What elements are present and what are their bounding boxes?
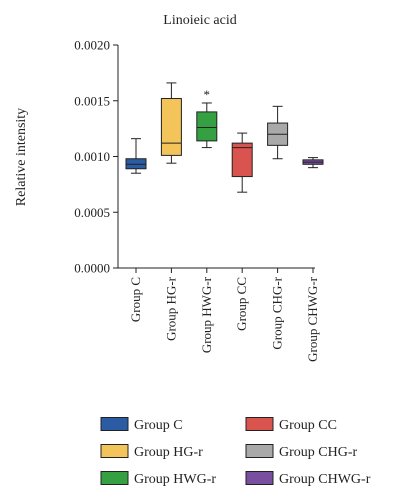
x-tick-label: Group CHG-r	[270, 276, 285, 349]
legend-item: Group HG-r	[100, 444, 203, 460]
x-ticks: Group C Group HG-r Group HWG-r Group CC Grou…	[128, 268, 320, 362]
box-4	[267, 105, 289, 160]
x-tick-label: Group CHWG-r	[305, 276, 320, 362]
y-ticks: 0.0000 0.0005 0.0010 0.0015 0.0020	[74, 38, 118, 276]
x-tick-label: Group HWG-r	[199, 276, 214, 353]
box-5	[302, 157, 324, 169]
y-tick-label: 0.0005	[74, 205, 110, 220]
legend: Group C Group HG-r Group HWG-r Group CC Grou…	[100, 417, 371, 487]
legend-item: Group CHWG-r	[245, 471, 371, 487]
y-tick-label: 0.0020	[74, 38, 110, 53]
box-1	[160, 82, 182, 164]
significance-marker: *	[204, 87, 211, 102]
box-0	[125, 138, 147, 174]
y-tick-label: 0.0015	[74, 93, 110, 108]
legend-swatch	[100, 417, 129, 431]
box-body	[231, 142, 253, 178]
legend-label: Group CHWG-r	[279, 472, 371, 487]
chart-title: Linoieic acid	[163, 13, 236, 28]
x-tick-label: Group CC	[234, 277, 249, 331]
legend-item: Group CC	[245, 417, 337, 433]
legend-swatch	[100, 471, 129, 485]
box-body	[160, 98, 182, 156]
boxes: *	[125, 82, 324, 193]
legend-label: Group HG-r	[134, 445, 203, 460]
legend-item: Group CHG-r	[245, 444, 357, 460]
legend-swatch	[245, 444, 274, 458]
x-tick-label: Group HG-r	[163, 276, 178, 341]
legend-label: Group C	[134, 418, 183, 433]
y-tick-label: 0.0000	[74, 261, 110, 276]
legend-item: Group C	[100, 417, 183, 433]
legend-swatch	[245, 471, 274, 485]
box-3	[231, 132, 253, 193]
legend-label: Group CHG-r	[279, 445, 357, 460]
box-2: *	[196, 87, 218, 149]
legend-swatch	[100, 444, 129, 458]
legend-label: Group CC	[279, 418, 337, 433]
y-axis-label: Relative intensity	[14, 108, 29, 206]
legend-swatch	[245, 417, 274, 431]
box-body	[196, 111, 218, 142]
legend-item: Group HWG-r	[100, 471, 216, 487]
x-tick-label: Group C	[128, 277, 143, 322]
box-body	[125, 158, 147, 170]
y-tick-label: 0.0010	[74, 149, 110, 164]
legend-label: Group HWG-r	[134, 472, 216, 487]
